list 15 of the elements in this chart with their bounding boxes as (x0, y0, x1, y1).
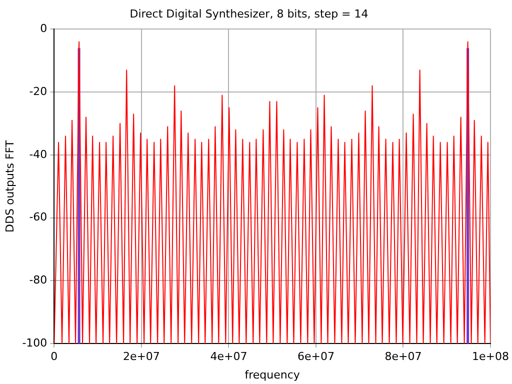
x-tick-label: 1e+08 (472, 350, 509, 364)
x-tick-label: 4e+07 (210, 350, 248, 364)
y-tick-label: -60 (29, 210, 48, 224)
y-axis-title: DDS outputs FFT (3, 140, 16, 232)
x-axis-title: frequency (244, 368, 300, 382)
y-tick-label: -100 (22, 336, 48, 350)
chart-title: Direct Digital Synthesizer, 8 bits, step = 14 (130, 7, 368, 20)
x-tick-label: 8e+07 (384, 350, 422, 364)
y-tick-label: -40 (29, 148, 48, 161)
y-tick-label: -20 (29, 84, 48, 98)
y-tick-label: -80 (29, 274, 48, 287)
x-tick-label: 2e+07 (122, 350, 160, 364)
x-tick-label: 0 (50, 350, 58, 364)
y-tick-label: 0 (40, 22, 48, 36)
x-tick-label: 6e+07 (297, 350, 334, 364)
